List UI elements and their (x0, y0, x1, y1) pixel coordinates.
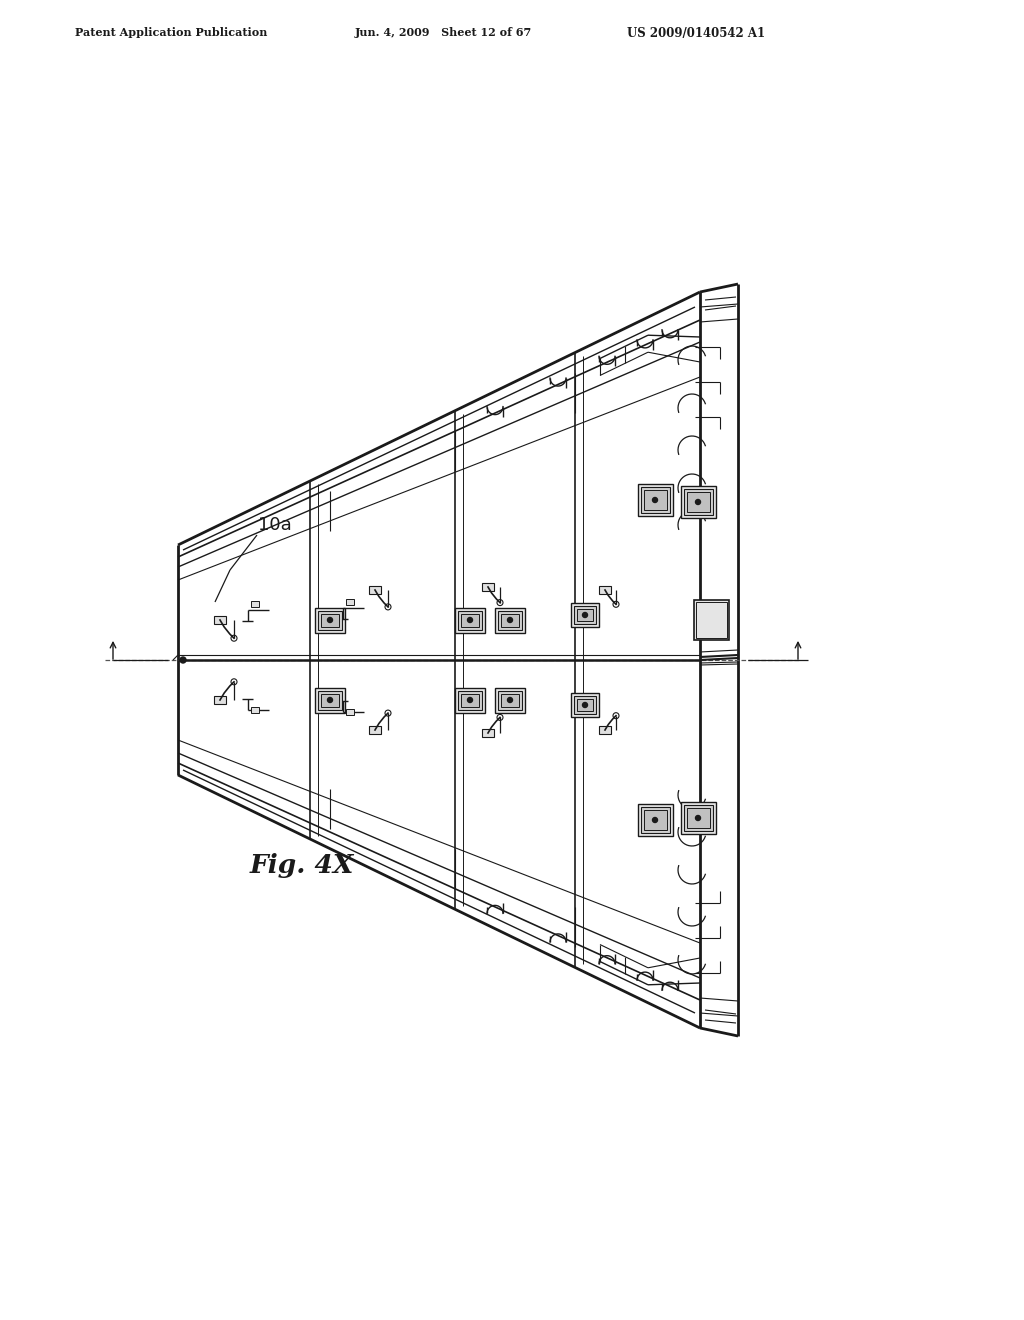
Bar (458, 690, 482, 710)
Circle shape (328, 618, 333, 623)
Bar (574, 696, 596, 714)
Text: Fig. 4X: Fig. 4X (250, 853, 354, 878)
Bar (214, 616, 226, 624)
Bar (643, 490, 667, 510)
Bar (495, 607, 525, 632)
Bar (571, 693, 599, 717)
Circle shape (468, 697, 472, 702)
Bar (643, 810, 667, 830)
Bar (574, 606, 596, 624)
Bar (683, 805, 713, 832)
Bar (315, 688, 345, 713)
Circle shape (328, 697, 333, 702)
Text: US 2009/0140542 A1: US 2009/0140542 A1 (627, 26, 765, 40)
Circle shape (180, 657, 186, 663)
Bar (571, 603, 599, 627)
Bar (252, 601, 259, 607)
Bar (482, 729, 494, 737)
Bar (638, 804, 673, 836)
Bar (461, 693, 479, 706)
Bar (638, 484, 673, 516)
Bar (599, 726, 611, 734)
Bar (640, 487, 670, 513)
Circle shape (583, 612, 588, 618)
Bar (252, 706, 259, 713)
Circle shape (508, 618, 512, 623)
Bar (369, 586, 381, 594)
Bar (498, 610, 522, 630)
Circle shape (652, 498, 657, 503)
Bar (501, 614, 519, 627)
Bar (455, 607, 485, 632)
Bar (683, 488, 713, 515)
Circle shape (652, 817, 657, 822)
Bar (495, 688, 525, 713)
Bar (501, 693, 519, 706)
Circle shape (695, 499, 700, 504)
Bar (214, 696, 226, 704)
Bar (686, 492, 710, 512)
Circle shape (468, 618, 472, 623)
Bar (321, 614, 339, 627)
Bar (577, 609, 593, 620)
Bar (318, 610, 342, 630)
Bar (577, 700, 593, 711)
Bar (458, 610, 482, 630)
Text: 10a: 10a (258, 516, 292, 535)
Text: Jun. 4, 2009   Sheet 12 of 67: Jun. 4, 2009 Sheet 12 of 67 (355, 28, 532, 38)
Bar (498, 690, 522, 710)
Bar (321, 693, 339, 706)
Bar (346, 599, 353, 605)
Bar (318, 690, 342, 710)
Bar (686, 808, 710, 828)
Bar (681, 486, 716, 517)
Bar (369, 726, 381, 734)
Bar (461, 614, 479, 627)
Circle shape (508, 697, 512, 702)
Bar (455, 688, 485, 713)
Circle shape (583, 702, 588, 708)
Text: Patent Application Publication: Patent Application Publication (75, 28, 267, 38)
Bar (599, 586, 611, 594)
Bar (482, 583, 494, 591)
Bar (696, 602, 727, 638)
Bar (694, 601, 729, 640)
Bar (681, 803, 716, 834)
Bar (640, 807, 670, 833)
Bar (346, 709, 353, 715)
Circle shape (695, 816, 700, 821)
Bar (315, 607, 345, 632)
